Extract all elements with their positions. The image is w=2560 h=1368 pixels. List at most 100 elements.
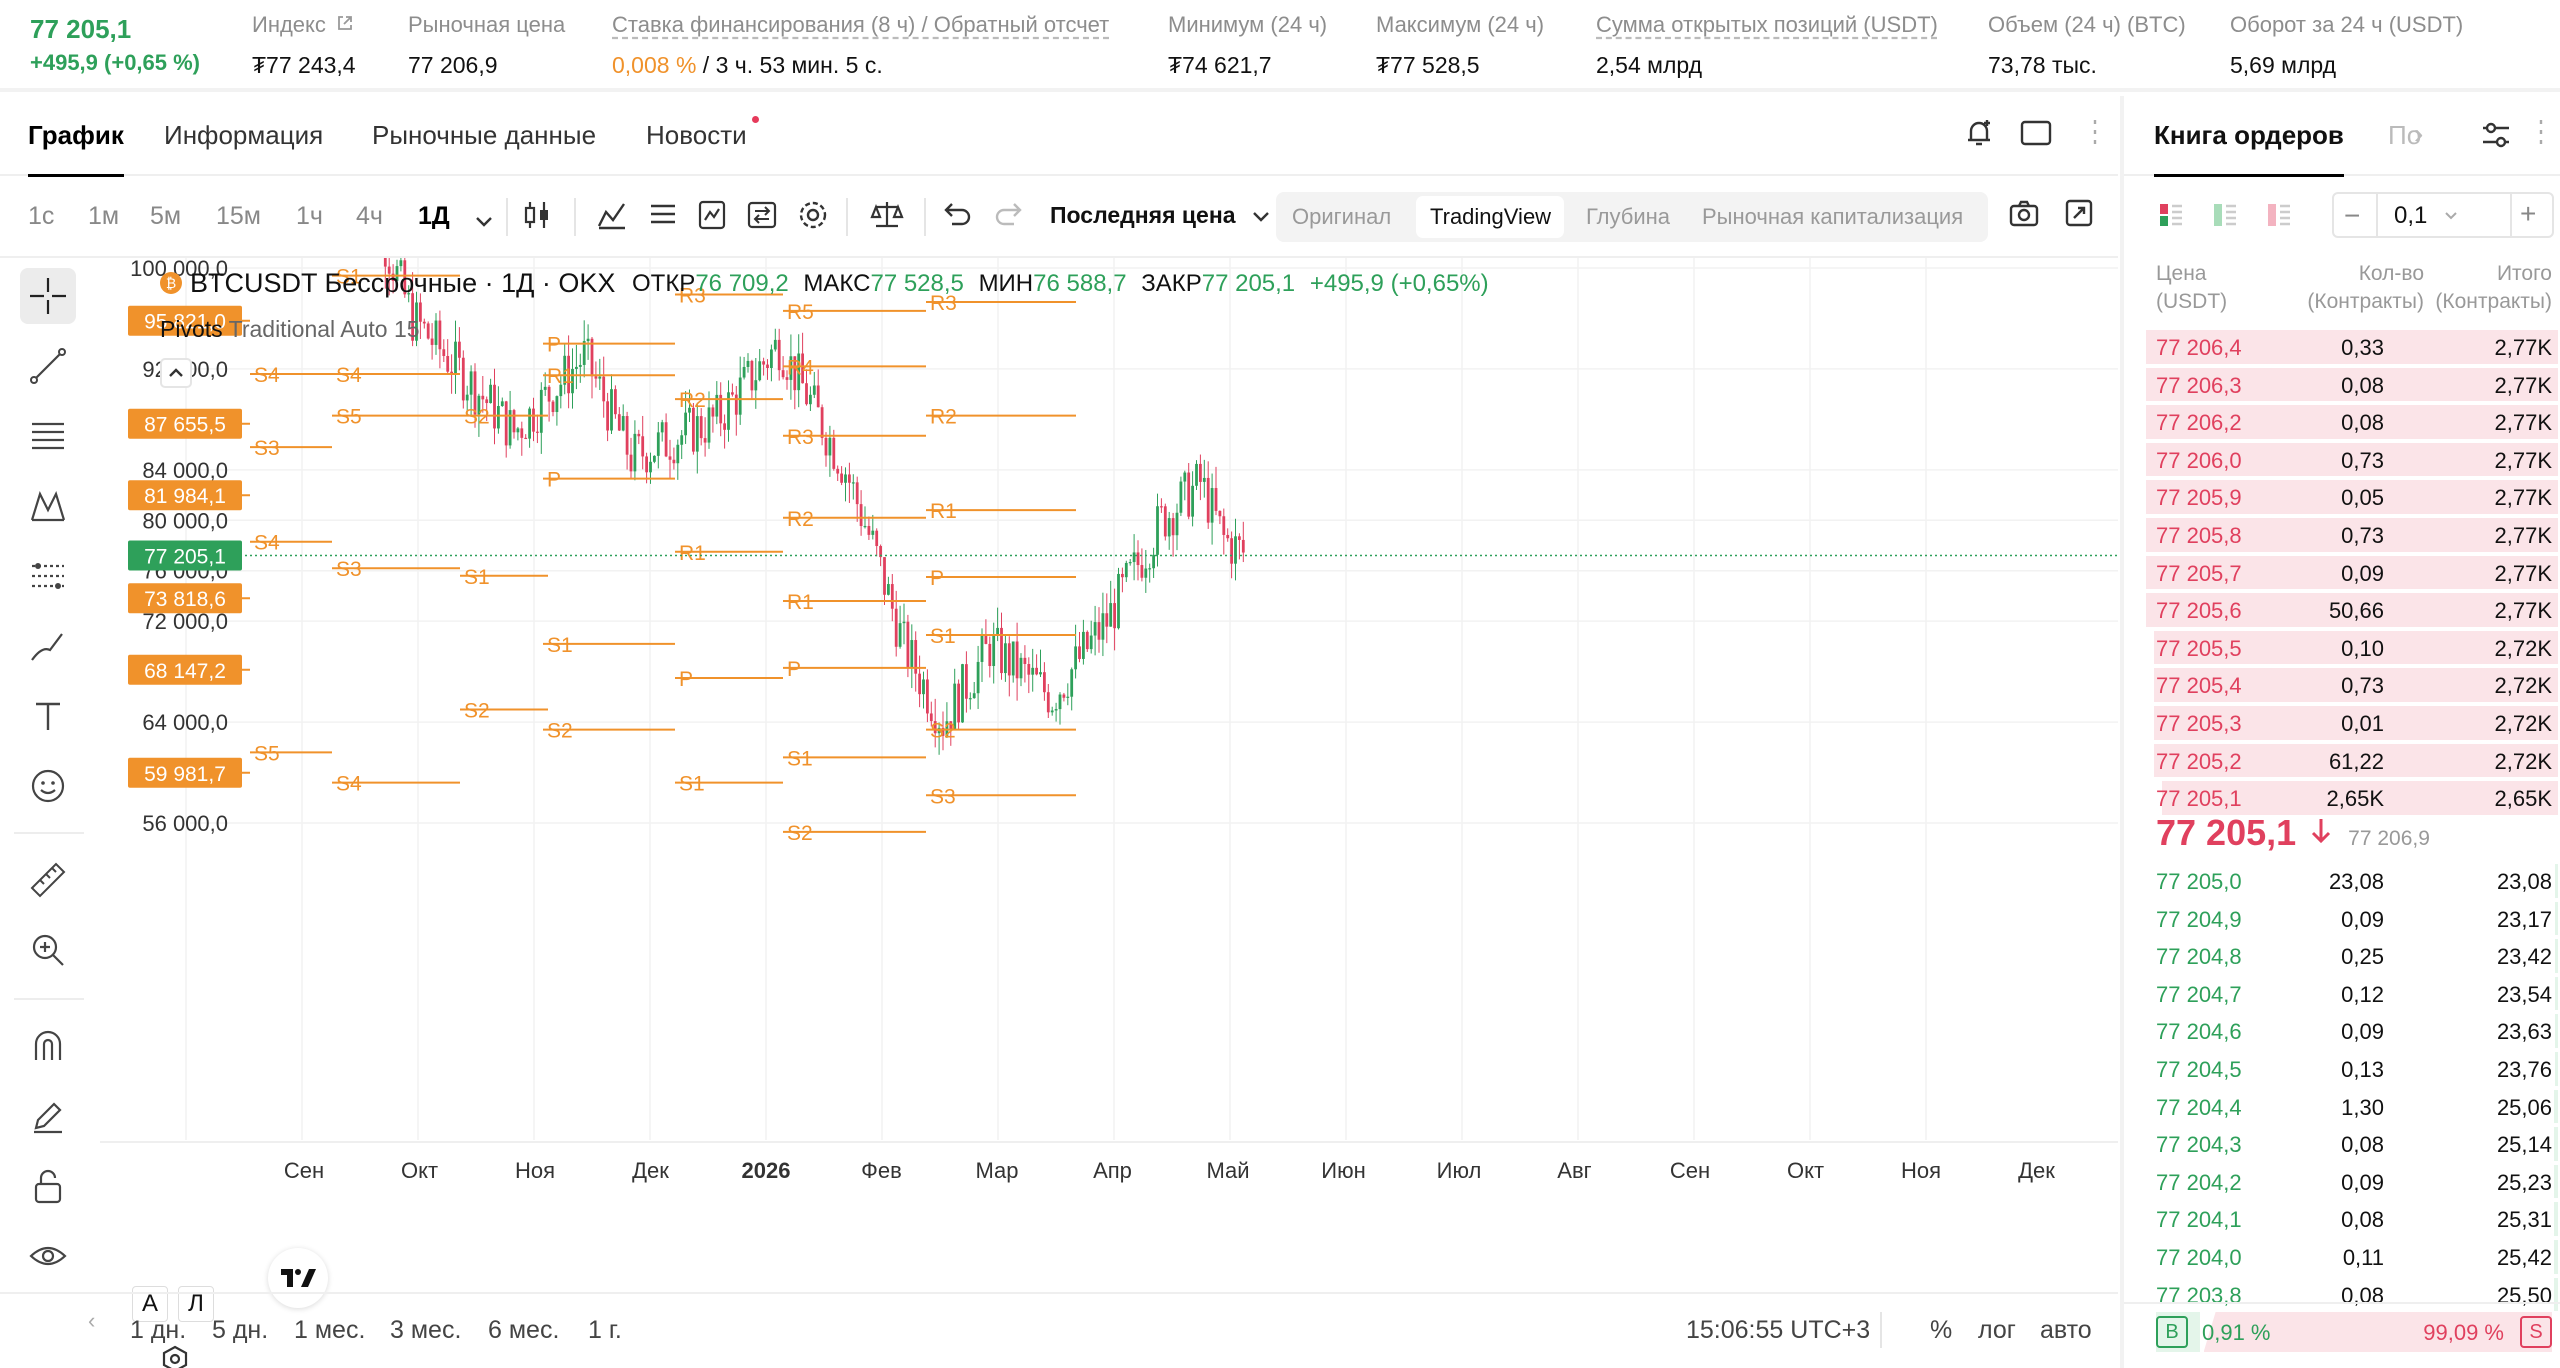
collapse-legend-button[interactable] (160, 358, 192, 388)
range-3mo[interactable]: 3 мес. (390, 1316, 462, 1344)
ask-row[interactable]: 77 205,6 50,66 2,77K (2124, 591, 2560, 629)
window-layout-icon[interactable] (2020, 118, 2052, 155)
book-both-sides-icon[interactable] (2158, 202, 2184, 233)
ask-row[interactable]: 77 206,2 0,08 2,77K (2124, 403, 2560, 441)
magnet-icon[interactable] (20, 1018, 76, 1074)
tradingview-logo-icon[interactable] (268, 1248, 328, 1308)
bid-row[interactable]: 77 204,1 0,08 25,31 (2124, 1200, 2560, 1238)
bid-row[interactable]: 77 204,0 0,11 25,42 (2124, 1238, 2560, 1276)
collapse-left-chevron-icon[interactable]: ‹ (88, 1308, 96, 1333)
price-type-select[interactable]: Последняя цена (1050, 202, 1270, 229)
step-plus-button[interactable]: + (2520, 198, 2537, 229)
settings-gear-icon[interactable] (796, 198, 830, 239)
ask-row[interactable]: 77 205,2 61,22 2,72K (2124, 742, 2560, 780)
ask-row[interactable]: 77 205,8 0,73 2,77K (2124, 516, 2560, 554)
auto-mode-toggle[interactable]: авто (2040, 1316, 2092, 1344)
undo-icon[interactable] (942, 198, 972, 235)
zoom-in-icon[interactable] (20, 922, 76, 978)
view-mode-original[interactable]: Оригинал (1292, 204, 1392, 229)
timeframe-1d[interactable]: 1Д (408, 194, 460, 239)
ask-row[interactable]: 77 205,9 0,05 2,77K (2124, 478, 2560, 516)
redo-icon[interactable] (994, 198, 1024, 235)
candle-body (415, 302, 418, 341)
view-mode-tradingview[interactable]: TradingView (1430, 204, 1552, 229)
ask-row[interactable]: 77 205,4 0,73 2,72K (2124, 666, 2560, 704)
price-chart[interactable]: S4 S3 S4 S5 S4 S5 S3 S4 S1 S2 S1 S2 P R1 P S1 S2 R3 R2 R1 P S… (100, 258, 2118, 1268)
bid-row[interactable]: 77 205,0 23,08 23,08 (2124, 862, 2560, 900)
tab-chart[interactable]: График (28, 120, 124, 177)
drag-handle-icon[interactable] (2090, 118, 2100, 155)
ask-row[interactable]: 77 205,3 0,01 2,72K (2124, 704, 2560, 742)
drag-handle-icon[interactable] (2536, 118, 2546, 153)
trend-line-icon[interactable] (20, 338, 76, 394)
ask-row[interactable]: 77 206,3 0,08 2,77K (2124, 366, 2560, 404)
bid-row[interactable]: 77 204,7 0,12 23,54 (2124, 975, 2560, 1013)
bid-row[interactable]: 77 204,6 0,09 23,63 (2124, 1012, 2560, 1050)
ruler-icon[interactable] (20, 852, 76, 908)
timeframe-1m[interactable]: 1м (88, 202, 120, 230)
tab-market-data[interactable]: Рыночные данные (372, 120, 597, 150)
ask-row[interactable]: 77 206,4 0,33 2,77K (2124, 328, 2560, 366)
range-1mo[interactable]: 1 мес. (294, 1316, 366, 1344)
alert-chart-icon[interactable] (696, 198, 728, 239)
tab-info[interactable]: Информация (164, 120, 324, 150)
clock-timezone[interactable]: 15:06:55 UTC+3 (1686, 1316, 1871, 1344)
timeframe-4h[interactable]: 4ч (356, 202, 383, 230)
bid-row[interactable]: 77 204,4 1,30 25,06 (2124, 1088, 2560, 1126)
ask-row[interactable]: 77 205,7 0,09 2,77K (2124, 554, 2560, 592)
timeframe-1s[interactable]: 1с (28, 202, 55, 230)
log-mode-toggle[interactable]: лог (1978, 1316, 2016, 1344)
book-asks-only-icon[interactable] (2266, 202, 2292, 233)
candle-type-icon[interactable] (522, 198, 552, 239)
compare-icon[interactable] (746, 198, 778, 239)
templates-icon[interactable] (648, 198, 678, 239)
ask-row[interactable]: 77 205,5 0,10 2,72K (2124, 629, 2560, 667)
bid-row[interactable]: 77 204,5 0,13 23,76 (2124, 1050, 2560, 1088)
text-tool-icon[interactable] (20, 688, 76, 744)
step-minus-button[interactable]: − (2344, 200, 2361, 231)
external-link-icon[interactable] (336, 14, 354, 37)
bid-row[interactable]: 77 204,9 0,09 23,17 (2124, 900, 2560, 938)
tab-news[interactable]: Новости (646, 120, 747, 150)
filter-settings-icon[interactable] (2480, 120, 2512, 155)
fib-retracement-icon[interactable] (20, 408, 76, 464)
price-alert-icon[interactable] (1962, 116, 1996, 157)
timeframe-1h[interactable]: 1ч (296, 202, 323, 230)
draw-mode-icon[interactable] (20, 1088, 76, 1144)
balance-scale-icon[interactable] (870, 198, 904, 239)
view-mode-market-cap[interactable]: Рыночная капитализация (1702, 204, 1964, 229)
pattern-icon[interactable] (20, 478, 76, 534)
percent-mode-toggle[interactable]: % (1930, 1316, 1953, 1344)
step-value[interactable]: 0,1 (2394, 202, 2428, 229)
bid-row[interactable]: 77 204,8 0,25 23,42 (2124, 937, 2560, 975)
chevron-right-icon[interactable]: › (2414, 118, 2424, 149)
order-book-title[interactable]: Книга ордеров (2154, 120, 2344, 177)
range-5d[interactable]: 5 дн. (212, 1316, 269, 1344)
fullscreen-icon[interactable] (2064, 198, 2094, 235)
screenshot-camera-icon[interactable] (2008, 198, 2040, 237)
timeframe-15m[interactable]: 15м (216, 202, 261, 230)
timeframe-dropdown-icon[interactable] (474, 204, 494, 236)
order-book-tab-trades[interactable]: По (2388, 120, 2422, 150)
indicators-icon[interactable] (596, 198, 628, 239)
chevron-down-icon[interactable] (2444, 208, 2458, 226)
crosshair-icon[interactable] (20, 268, 76, 324)
visibility-eye-icon[interactable] (20, 1228, 76, 1284)
chart-canvas[interactable]: S4 S3 S4 S5 S4 S5 S3 S4 S1 S2 S1 S2 P R1 P S1 S2 R3 R2 R1 P S… (100, 258, 2118, 1268)
brush-icon[interactable] (20, 618, 76, 674)
range-1y[interactable]: 1 г. (588, 1316, 622, 1344)
bid-row[interactable]: 77 203,8 0,08 25,50 (2124, 1276, 2560, 1314)
range-6mo[interactable]: 6 мес. (488, 1316, 560, 1344)
lock-icon[interactable] (20, 1158, 76, 1214)
book-bids-only-icon[interactable] (2212, 202, 2238, 233)
bid-row[interactable]: 77 204,3 0,08 25,14 (2124, 1125, 2560, 1163)
time-settings-icon[interactable] (160, 1344, 190, 1368)
timeframe-5m[interactable]: 5м (150, 202, 182, 230)
prediction-icon[interactable] (20, 548, 76, 604)
view-mode-depth[interactable]: Глубина (1586, 204, 1671, 229)
ask-row[interactable]: 77 206,0 0,73 2,77K (2124, 441, 2560, 479)
range-1d[interactable]: 1 дн. (130, 1316, 187, 1344)
bid-row[interactable]: 77 204,2 0,09 25,23 (2124, 1163, 2560, 1201)
ask-row[interactable]: 77 205,1 2,65K 2,65K (2124, 779, 2560, 817)
emoji-icon[interactable] (20, 758, 76, 814)
